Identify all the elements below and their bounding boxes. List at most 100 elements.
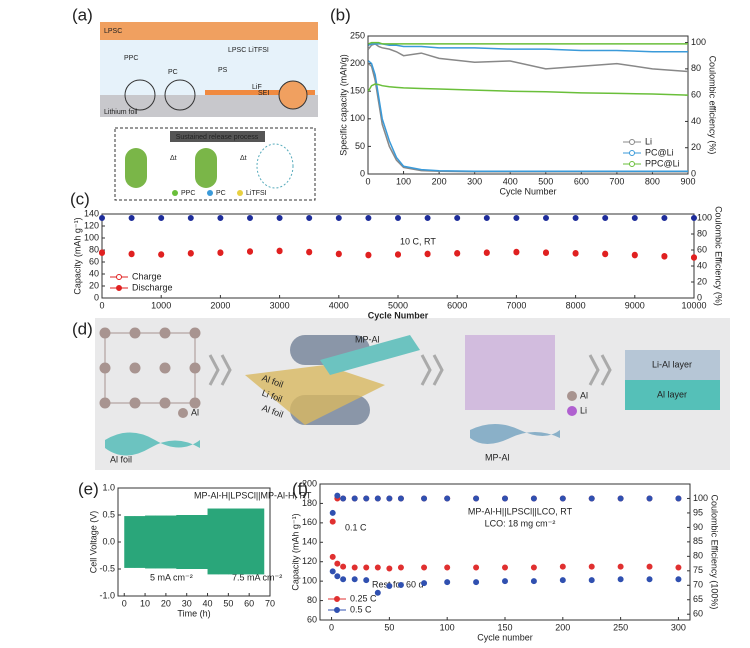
x-tick-label: 0 (329, 622, 334, 632)
data-point (513, 215, 520, 221)
data-point (386, 495, 393, 502)
data-point (363, 495, 370, 502)
label: PC (168, 69, 178, 76)
data-point (617, 495, 624, 502)
data-point (691, 215, 697, 221)
data-point (374, 564, 381, 571)
capsule (195, 148, 217, 188)
y-tick-label: 40 (89, 268, 99, 278)
x-tick-label: 1000 (151, 300, 171, 310)
data-point (424, 215, 431, 221)
x-tick-label: 4000 (329, 300, 349, 310)
legend-marker (116, 274, 122, 280)
y-tick-label: 160 (302, 517, 317, 527)
y-axis-label: Capacity (mAh g⁻¹) (290, 513, 300, 590)
x-tick-label: 900 (680, 176, 695, 186)
data-point (602, 251, 609, 258)
annotation: 0.1 C (345, 522, 367, 532)
x-tick-label: 6000 (447, 300, 467, 310)
data-point (675, 576, 682, 583)
x-tick-label: 10000 (681, 300, 706, 310)
x-tick-label: 0 (122, 598, 127, 608)
voltage-band (228, 508, 240, 575)
voltage-band (249, 508, 261, 575)
x-tick-label: 20 (161, 598, 171, 608)
data-point (646, 495, 653, 502)
voltage-band (186, 515, 198, 569)
label: LiF (252, 84, 262, 91)
y-tick-label: -1.0 (99, 590, 115, 600)
legend-dot (172, 190, 178, 196)
release-box (114, 127, 316, 201)
data-point (99, 250, 105, 256)
y2-tick-label: 20 (691, 142, 701, 152)
x-tick-label: 0 (365, 176, 370, 186)
data-point (617, 563, 624, 570)
data-point (421, 564, 428, 571)
label: LPSC LiTFSI (228, 47, 269, 54)
x-tick-label: 7000 (506, 300, 526, 310)
data-point (444, 495, 451, 502)
x-axis-label: Cycle number (477, 632, 533, 642)
annotation: MP-Al-H||LPSCl||LCO, RT (468, 506, 573, 516)
x-tick-label: 600 (574, 176, 589, 186)
y2-tick-label: 65 (693, 594, 703, 604)
x-tick-label: 8000 (566, 300, 586, 310)
legend-dot (207, 190, 213, 196)
y-axis-label: Specific capacity (mAh/g) (338, 54, 348, 156)
y-tick-label: 80 (307, 595, 317, 605)
voltage-band (145, 515, 156, 569)
x-tick-label: 50 (223, 598, 233, 608)
label: SEI (258, 90, 269, 97)
data-point (363, 577, 370, 584)
release-title-bg (170, 131, 265, 142)
x-tick-label: 400 (503, 176, 518, 186)
legend-marker (334, 607, 340, 613)
data-point (335, 251, 342, 258)
x-tick-label: 50 (384, 622, 394, 632)
arrow (420, 354, 444, 386)
data-point (128, 251, 135, 258)
data-point (187, 215, 194, 221)
y2-tick-label: 40 (697, 260, 707, 270)
data-point (530, 495, 537, 502)
data-point (444, 579, 451, 586)
y-tick-label: 0 (360, 168, 365, 178)
label: PC (216, 190, 226, 197)
y-tick-label: 0.0 (102, 536, 115, 546)
data-point (473, 579, 480, 586)
data-point (128, 215, 135, 221)
voltage-band (134, 516, 146, 568)
y-tick-label: 200 (302, 478, 317, 488)
annotation: 7.5 mA cm⁻² (232, 572, 282, 582)
voltage-band (155, 515, 167, 569)
data-point (421, 580, 428, 587)
y-tick-label: 120 (302, 556, 317, 566)
panel-label: (d) (72, 319, 93, 338)
x-tick-label: 250 (613, 622, 628, 632)
data-point (675, 564, 682, 571)
x-tick-label: 60 (244, 598, 254, 608)
legend-label: Discharge (132, 282, 173, 292)
lithium-foil (100, 95, 318, 117)
y-tick-label: 100 (84, 232, 99, 242)
data-point (329, 553, 336, 560)
y2-tick-label: 20 (697, 276, 707, 286)
y2-tick-label: 100 (697, 212, 712, 222)
y-tick-label: 200 (350, 58, 365, 68)
y-tick-label: 80 (89, 244, 99, 254)
legend-marker (116, 285, 122, 291)
x-tick-label: 200 (432, 176, 447, 186)
data-point (276, 248, 283, 255)
data-point (351, 495, 358, 502)
y2-tick-label: 85 (693, 536, 703, 546)
y-tick-label: 60 (89, 256, 99, 266)
label: LPSC (104, 28, 122, 35)
y-tick-label: 120 (84, 220, 99, 230)
data-point (351, 576, 358, 583)
voltage-band (124, 516, 136, 568)
x-tick-label: 300 (671, 622, 686, 632)
foil-stack (245, 365, 385, 425)
data-point (340, 495, 347, 502)
data-point (691, 254, 697, 261)
